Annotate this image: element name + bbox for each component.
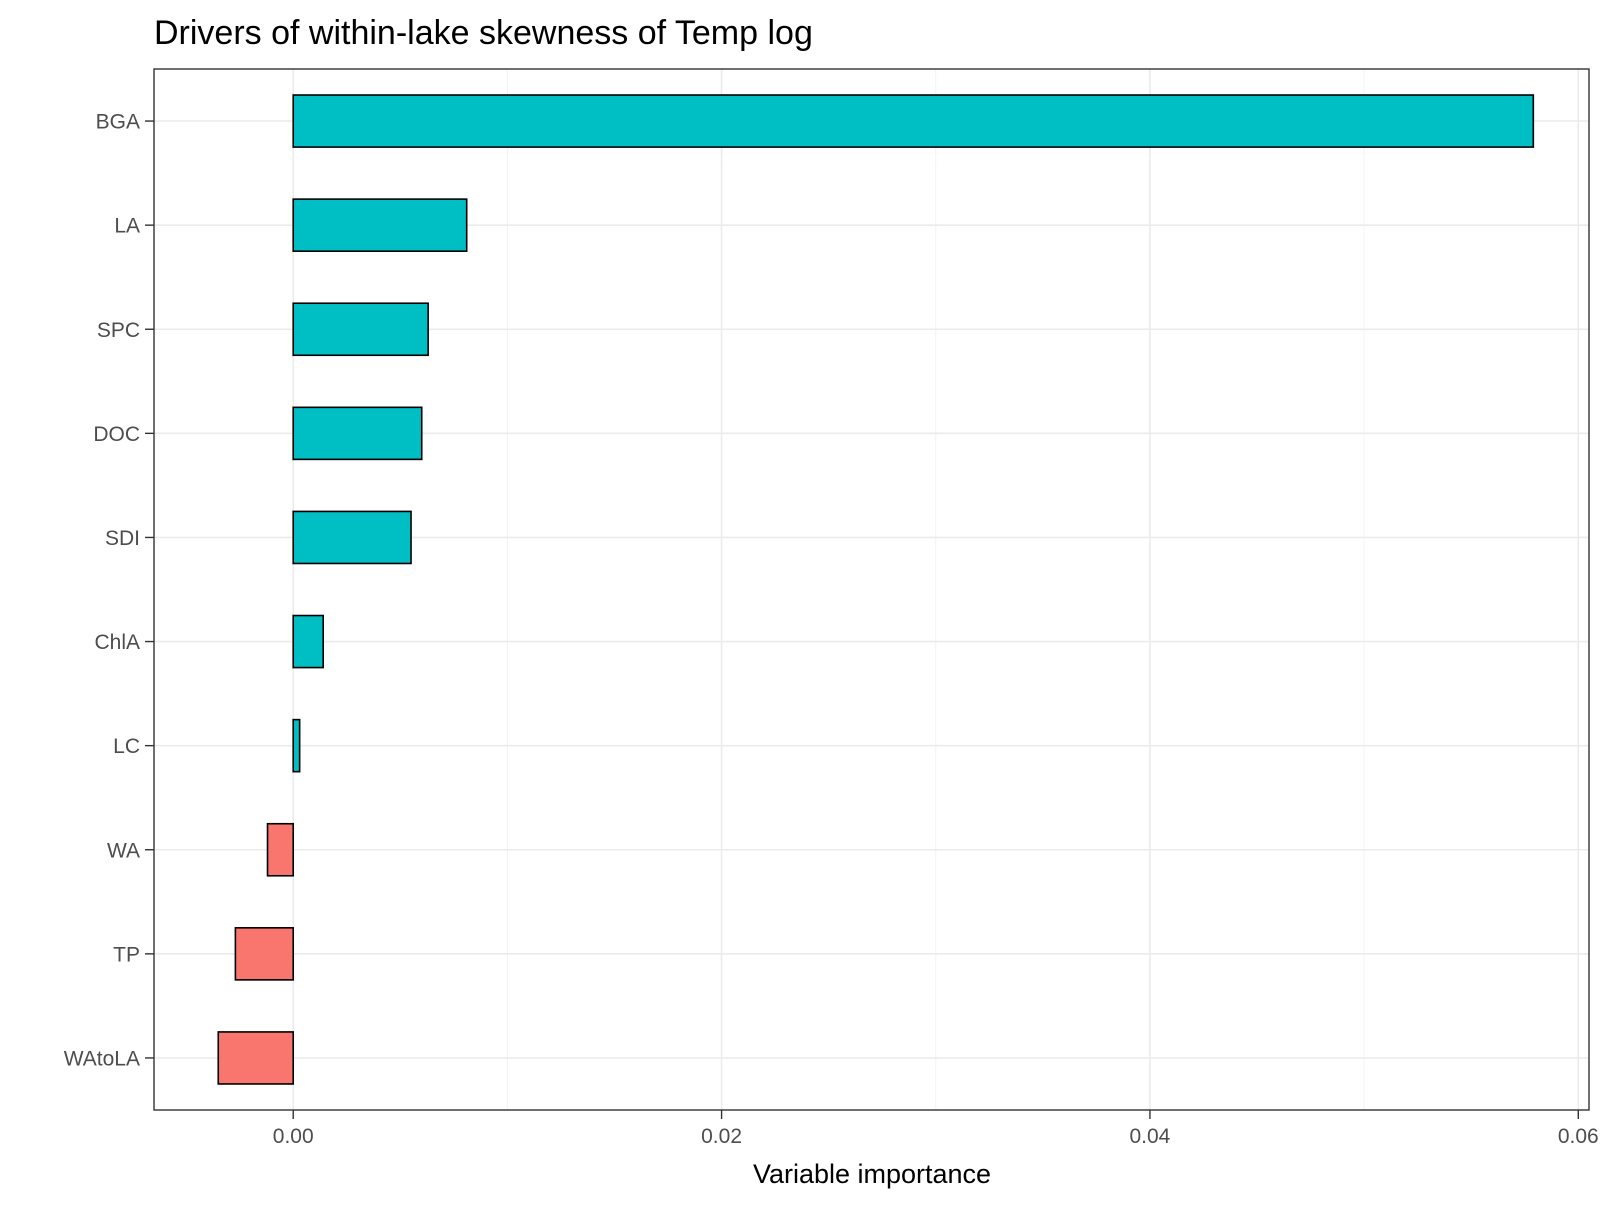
y-tick-label: LA [114, 215, 140, 238]
y-tick-label: TP [113, 943, 140, 966]
y-tick-label: BGA [96, 111, 140, 134]
x-tick-label: 0.06 [1558, 1125, 1599, 1148]
bar-lc [292, 718, 301, 773]
panel-border [153, 68, 1590, 1111]
x-tick-label: 0.02 [701, 1125, 742, 1148]
x-tick-label: 0.04 [1129, 1125, 1170, 1148]
bar-tp [234, 927, 295, 981]
y-tick-label: DOC [93, 423, 140, 446]
bar-sdi [292, 510, 412, 565]
y-tick-label: SPC [97, 319, 140, 342]
bar-spc [292, 302, 429, 357]
bar-watola [217, 1031, 295, 1085]
x-tick-label: 0.00 [273, 1125, 314, 1148]
bar-la [292, 198, 468, 252]
y-tick-label: LC [113, 735, 140, 758]
bar-doc [292, 406, 423, 461]
bar-wa [266, 822, 295, 877]
bar-bga [292, 94, 1535, 148]
y-tick-label: SDI [105, 527, 140, 550]
chart-title: Drivers of within-lake skewness of Temp … [154, 14, 813, 52]
y-tick-label: WA [107, 839, 140, 862]
ticks-layer: BGA LA SPC DOC SDI ChlA LC WA TP WAtoLA 0.00 0.02 0.… [64, 111, 1599, 1148]
y-tick-label: WAtoLA [64, 1047, 140, 1070]
bar-chla [292, 614, 325, 669]
bars-layer [217, 94, 1535, 1085]
y-tick-label: ChlA [94, 631, 140, 654]
x-axis-title: Variable importance [753, 1159, 991, 1189]
